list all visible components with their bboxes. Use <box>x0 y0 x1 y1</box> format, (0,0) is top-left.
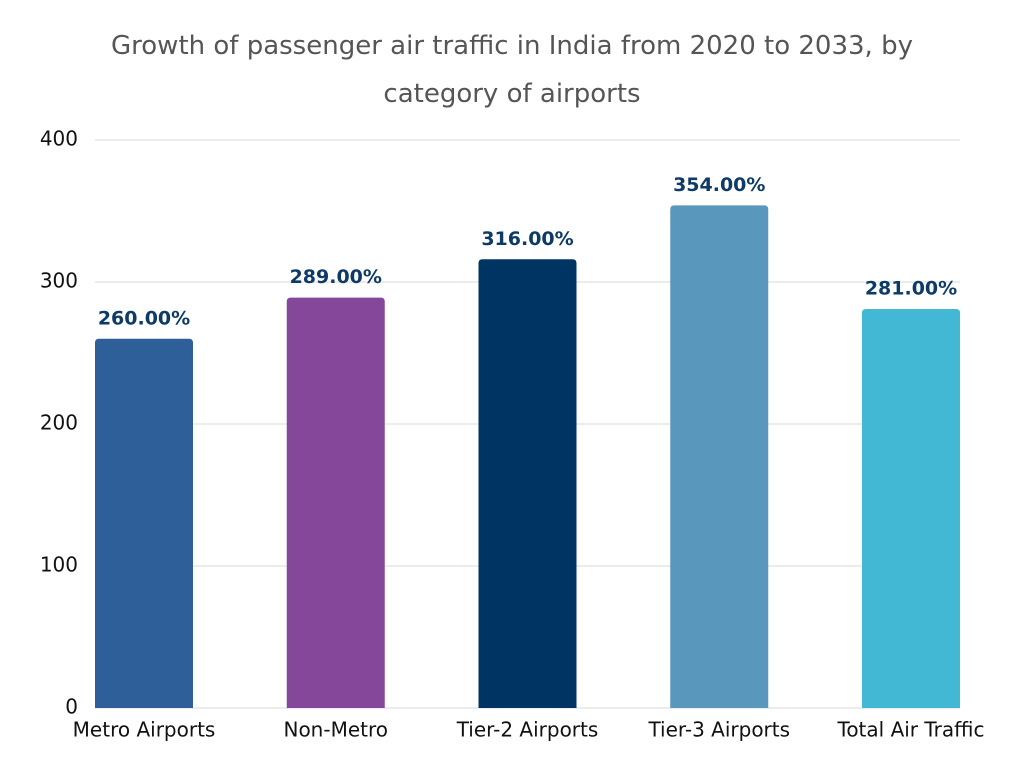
value-label: 260.00% <box>98 307 190 329</box>
x-tick-label: Non-Metro <box>283 718 388 742</box>
x-tick-label: Total Air Traffic <box>837 718 985 742</box>
chart-title: Growth of passenger air traffic in India… <box>111 31 913 109</box>
y-tick-label: 0 <box>65 695 78 719</box>
y-tick-label: 200 <box>40 411 78 435</box>
bar <box>862 308 960 708</box>
value-label: 354.00% <box>673 174 765 196</box>
value-label: 289.00% <box>290 266 382 288</box>
x-tick-label: Metro Airports <box>73 718 216 742</box>
bar <box>286 297 385 708</box>
y-tick-label: 400 <box>40 127 78 151</box>
x-tick-label: Tier-2 Airports <box>456 718 599 742</box>
y-tick-label: 100 <box>40 553 78 577</box>
bar <box>670 205 769 708</box>
value-label: 316.00% <box>481 228 573 250</box>
bar <box>95 338 193 708</box>
x-tick-label: Tier-3 Airports <box>647 718 790 742</box>
bar <box>478 259 577 708</box>
y-tick-label: 300 <box>40 269 78 293</box>
value-label: 281.00% <box>865 277 957 299</box>
